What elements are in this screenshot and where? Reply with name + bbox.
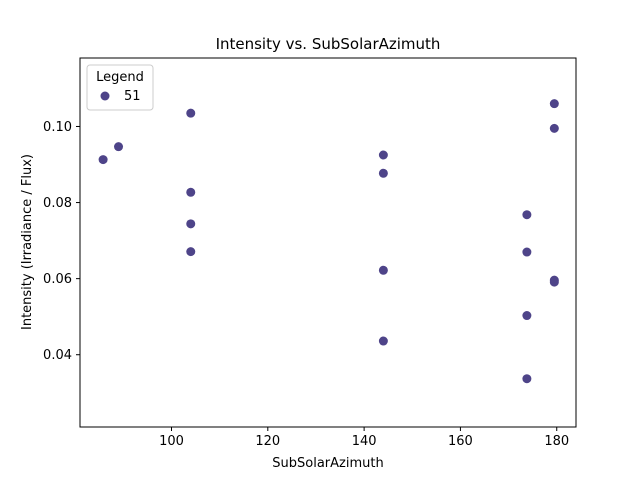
data-point [549, 277, 559, 287]
x-tick-label: 160 [448, 434, 473, 449]
data-point [98, 155, 108, 165]
data-point [114, 142, 124, 152]
x-tick-label: 120 [255, 434, 280, 449]
legend-marker [100, 91, 110, 101]
x-axis-title: SubSolarAzimuth [272, 456, 383, 471]
data-point [186, 187, 196, 197]
data-point [378, 265, 388, 275]
data-point [549, 123, 559, 133]
axes-frame [79, 57, 577, 428]
chart-title: Intensity vs. SubSolarAzimuth [216, 35, 441, 53]
legend-entry-label: 51 [124, 89, 141, 104]
x-tick-label: 100 [159, 434, 184, 449]
y-tick-label: 0.04 [43, 348, 72, 363]
x-tick-label: 180 [544, 434, 569, 449]
y-tick-label: 0.10 [43, 120, 72, 135]
data-point [378, 168, 388, 178]
plot-area: 100 120 140 160 180 0.04 0.06 0.08 0.10 Legend 51 [43, 57, 577, 449]
data-point [522, 374, 532, 384]
data-point [378, 336, 388, 346]
data-point [186, 108, 196, 118]
y-axis-title: Intensity (Irradiance / Flux) [20, 154, 35, 330]
x-tick-label: 140 [352, 434, 377, 449]
data-point [522, 311, 532, 321]
y-tick-label: 0.06 [43, 272, 72, 287]
legend-title: Legend [96, 70, 144, 85]
data-point [522, 247, 532, 257]
data-point [186, 219, 196, 229]
data-point [522, 210, 532, 220]
data-point [378, 150, 388, 160]
data-point [186, 247, 196, 257]
y-tick-label: 0.08 [43, 196, 72, 211]
data-point [549, 99, 559, 109]
